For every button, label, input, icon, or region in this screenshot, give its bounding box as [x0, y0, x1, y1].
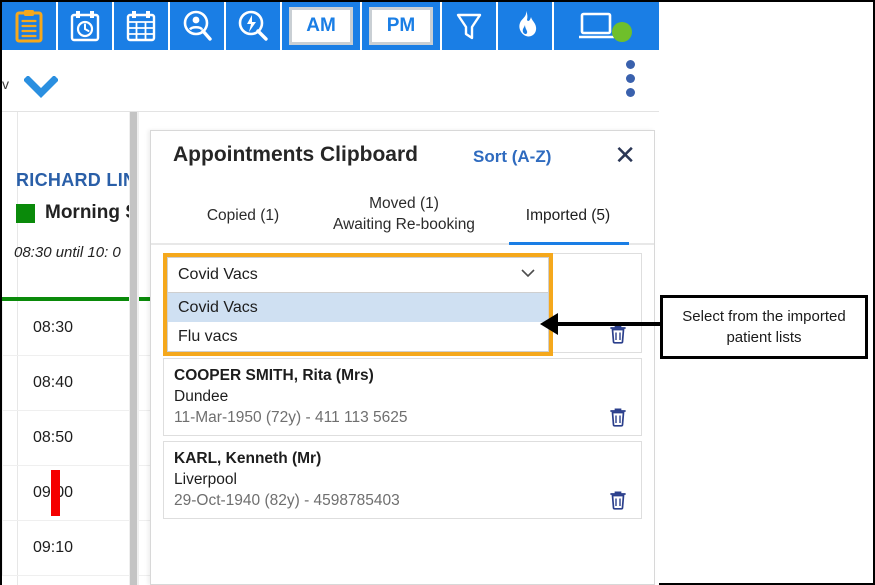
slot-time: 08:40 — [33, 374, 74, 391]
sort-button[interactable]: Sort (A-Z) — [473, 147, 552, 166]
dropdown-selected-value: Covid Vacs — [178, 266, 258, 283]
dropdown-option-label: Covid Vacs — [178, 298, 258, 316]
clipboard-icon-button[interactable] — [2, 2, 58, 50]
calendar-grid-icon — [126, 11, 156, 42]
screen-status-icon — [579, 12, 614, 39]
callout-arrow-head — [540, 313, 558, 335]
dropdown-option-flu-vacs[interactable]: Flu vacs — [168, 322, 548, 351]
clinician-name: RICHARD LIN — [16, 170, 137, 190]
tab-copied-label: Copied (1) — [206, 207, 280, 224]
tab-imported[interactable]: Imported (5) — [503, 205, 633, 226]
sub-header-bar: v — [2, 50, 659, 112]
kebab-dot — [626, 74, 635, 83]
patient-name: COOPER SMITH, Rita (Mrs) — [174, 367, 374, 384]
time-slot-list: 08:30 08:40 08:50 09:00 09:10 — [2, 301, 152, 576]
session-color-swatch — [16, 203, 35, 223]
dropdown-option-label: Flu vacs — [178, 327, 238, 345]
patient-list-dropdown[interactable]: Covid Vacs Covid Vacs Flu vacs — [163, 253, 553, 356]
session-start-bar — [2, 297, 152, 301]
callout-box: Select from the imported patient lists — [660, 295, 868, 359]
chevron-down-icon[interactable] — [23, 75, 59, 101]
book-column-divider — [17, 112, 18, 585]
time-slot[interactable]: 08:40 — [2, 356, 152, 411]
list-item[interactable]: KARL, Kenneth (Mr) Liverpool 29-Oct-1940… — [163, 441, 642, 519]
active-tab-indicator — [509, 242, 629, 245]
slot-time: 08:50 — [33, 429, 74, 446]
dropdown-selected-value-box[interactable]: Covid Vacs — [167, 257, 549, 293]
tab-moved-sublabel: Awaiting Re-booking — [333, 216, 475, 233]
time-slot[interactable]: 09:10 — [2, 521, 152, 576]
patient-search-icon — [183, 10, 212, 41]
session-name: Morning S — [45, 202, 138, 223]
flame-icon-button[interactable] — [498, 2, 554, 50]
appointments-clipboard-panel: Appointments Clipboard Sort (A-Z) ✕ Copi… — [150, 130, 655, 585]
patient-address: Dundee — [174, 388, 229, 405]
callout-arrow-line — [554, 322, 662, 326]
patient-search-icon-button[interactable] — [170, 2, 226, 50]
truncated-label: v — [2, 76, 9, 92]
session-header: Morning S — [16, 202, 138, 224]
time-slot[interactable]: 08:30 — [2, 301, 152, 356]
urgent-search-icon-button[interactable] — [226, 2, 282, 50]
close-icon[interactable]: ✕ — [614, 140, 636, 170]
dropdown-option-list: Covid Vacs Flu vacs — [167, 293, 549, 352]
tab-moved[interactable]: Moved (1) Awaiting Re-booking — [309, 193, 499, 235]
tab-copied[interactable]: Copied (1) — [183, 205, 303, 226]
callout-text: Select from the imported patient lists — [682, 308, 846, 346]
filter-icon — [456, 13, 482, 40]
am-button[interactable]: AM — [282, 2, 362, 50]
time-slot-current[interactable]: 09:00 — [2, 466, 152, 521]
filter-icon-button[interactable] — [442, 2, 498, 50]
kebab-dot — [626, 60, 635, 69]
clipboard-tabs: Copied (1) Moved (1) Awaiting Re-booking… — [151, 183, 654, 245]
trash-icon[interactable] — [609, 324, 627, 344]
trash-icon[interactable] — [609, 407, 627, 427]
chevron-down-icon — [520, 266, 536, 283]
list-item[interactable]: COOPER SMITH, Rita (Mrs) Dundee 11-Mar-1… — [163, 358, 642, 436]
tab-moved-label: Moved (1) — [369, 195, 439, 212]
session-time-range: 08:30 until 10: 0 — [14, 244, 121, 261]
tab-imported-label: Imported (5) — [525, 207, 611, 224]
time-slot[interactable]: 08:50 — [2, 411, 152, 466]
dropdown-option-covid-vacs[interactable]: Covid Vacs — [168, 293, 548, 322]
book-vertical-scrollbar[interactable] — [129, 112, 138, 585]
main-toolbar: AM PM — [2, 2, 659, 50]
patient-name: KARL, Kenneth (Mr) — [174, 450, 322, 467]
patient-address: Liverpool — [174, 471, 237, 488]
kebab-dot — [626, 88, 635, 97]
page-title: Appointments Clipboard — [173, 143, 418, 166]
pm-button[interactable]: PM — [362, 2, 442, 50]
am-label: AM — [289, 7, 353, 45]
more-options-icon[interactable] — [626, 60, 635, 97]
flame-icon — [519, 11, 537, 37]
trash-icon[interactable] — [609, 490, 627, 510]
clipboard-icon — [15, 10, 43, 43]
pm-label: PM — [369, 7, 433, 45]
clipboard-header: Appointments Clipboard Sort (A-Z) ✕ — [151, 131, 654, 183]
clock-calendar-icon-button[interactable] — [58, 2, 114, 50]
online-status-dot — [612, 22, 632, 42]
patient-dob: 29-Oct-1940 (82y) - 4598785403 — [174, 492, 400, 509]
clock-calendar-icon — [70, 11, 100, 42]
book-second-column — [138, 112, 152, 585]
calendar-grid-icon-button[interactable] — [114, 2, 170, 50]
screen-status-icon-button[interactable] — [554, 2, 642, 50]
current-time-marker — [51, 470, 60, 516]
slot-time: 08:30 — [33, 319, 74, 336]
urgent-search-icon — [238, 10, 268, 41]
slot-time: 09:10 — [33, 539, 74, 556]
patient-dob: 11-Mar-1950 (72y) - 411 113 5625 — [174, 409, 408, 426]
